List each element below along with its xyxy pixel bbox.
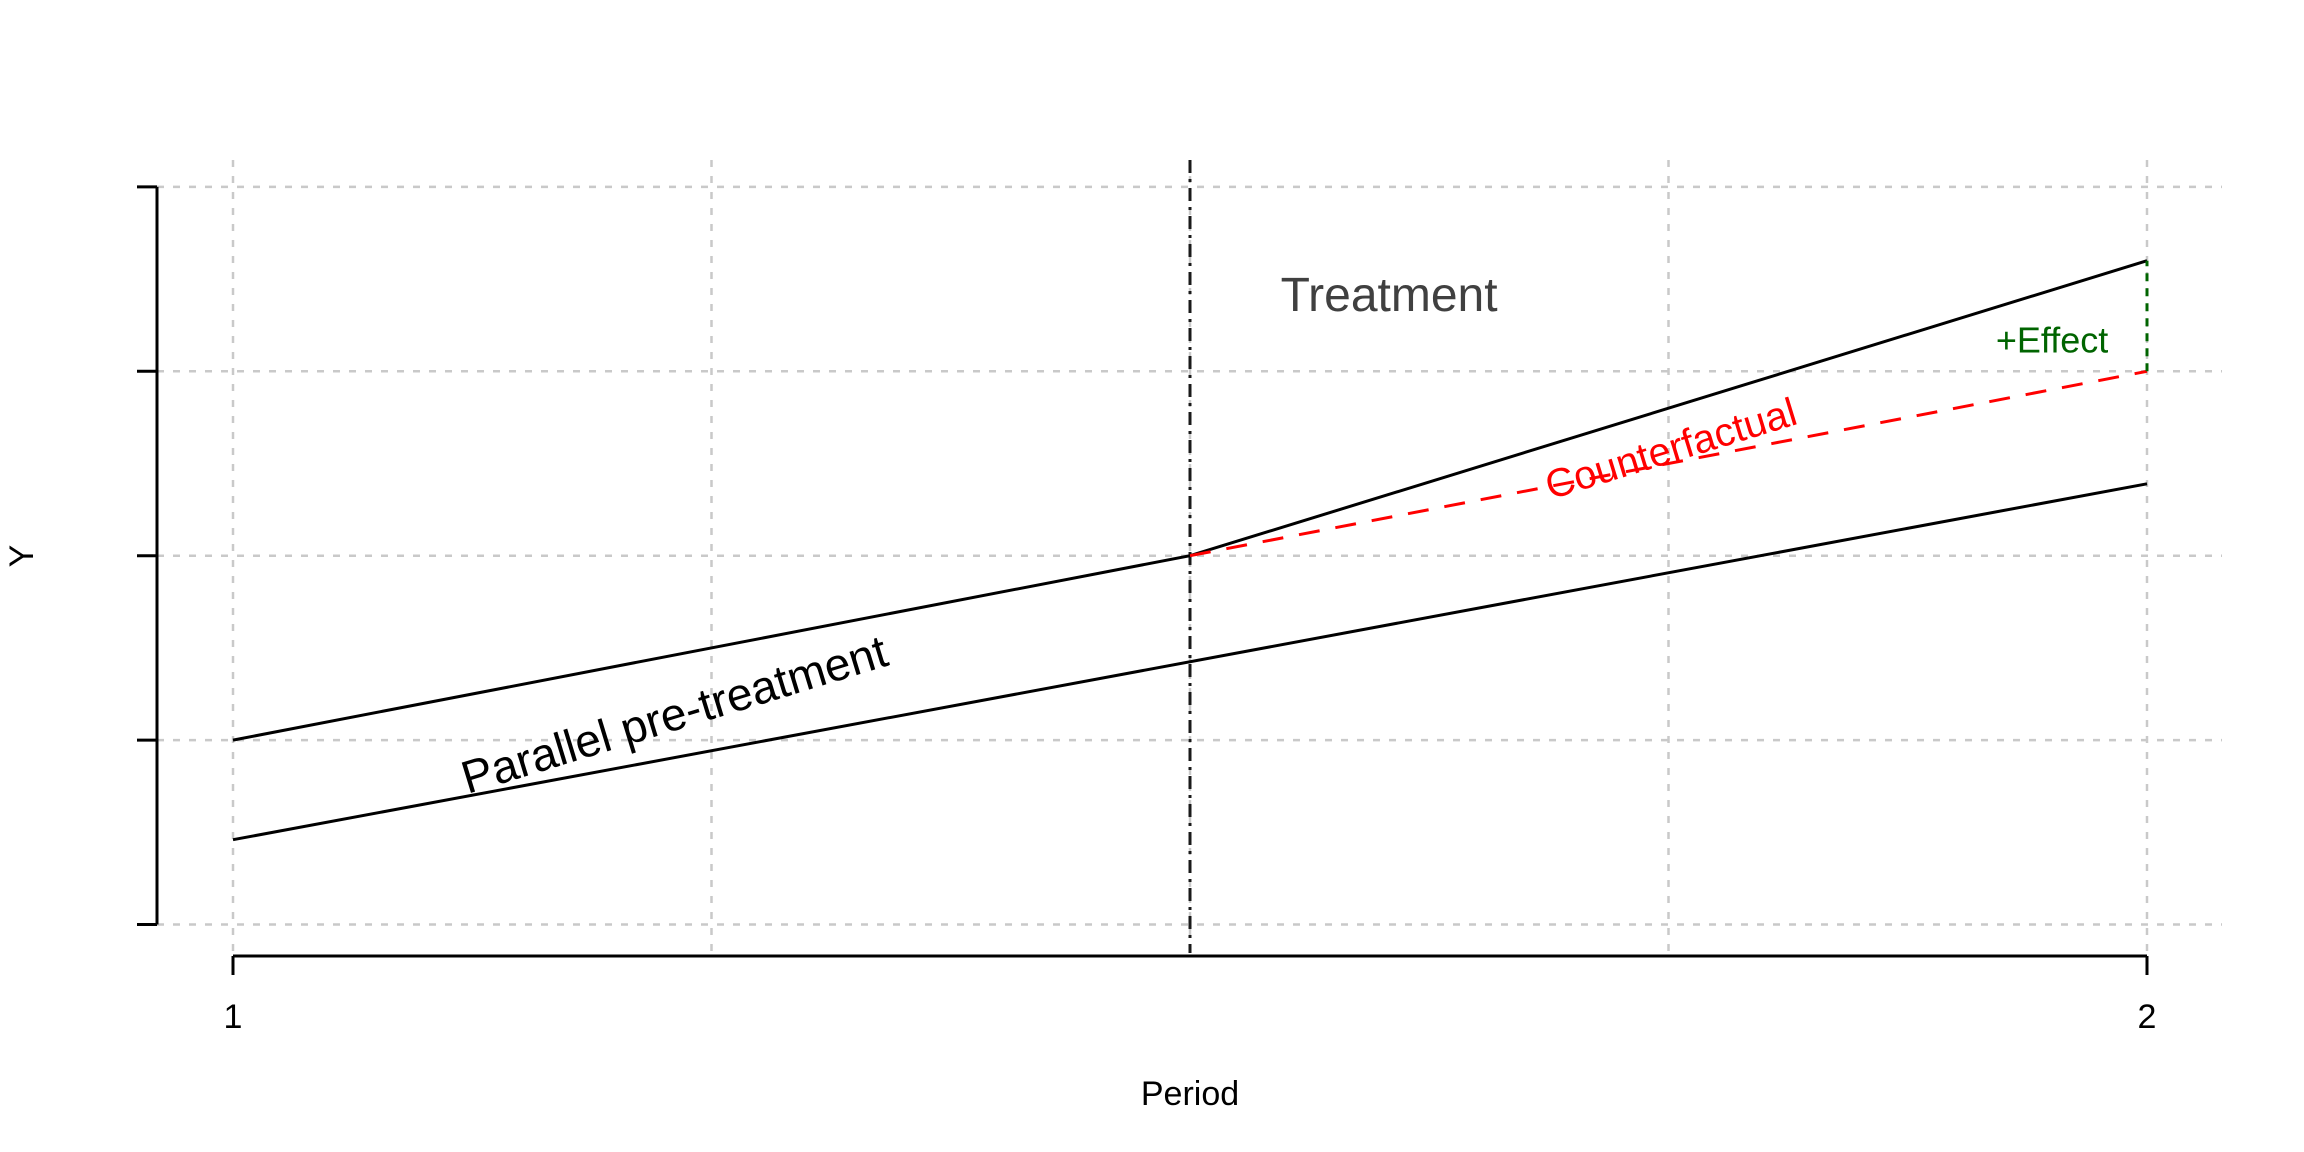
axes-group	[137, 185, 2149, 975]
control-group-line	[232, 482, 2148, 842]
axis-labels-group: 1 2 Period Y	[3, 545, 2156, 1113]
x-tick-label-2: 2	[2138, 998, 2157, 1036]
effect-label: +Effect	[1996, 320, 2108, 361]
series-group	[232, 259, 2149, 842]
y-axis-title: Y	[3, 545, 41, 568]
counterfactual-line	[1189, 369, 2148, 558]
x-axis-title: Period	[1141, 1075, 1239, 1113]
x-tick-label-1: 1	[224, 998, 243, 1036]
treatment-label: Treatment	[1281, 269, 1498, 322]
